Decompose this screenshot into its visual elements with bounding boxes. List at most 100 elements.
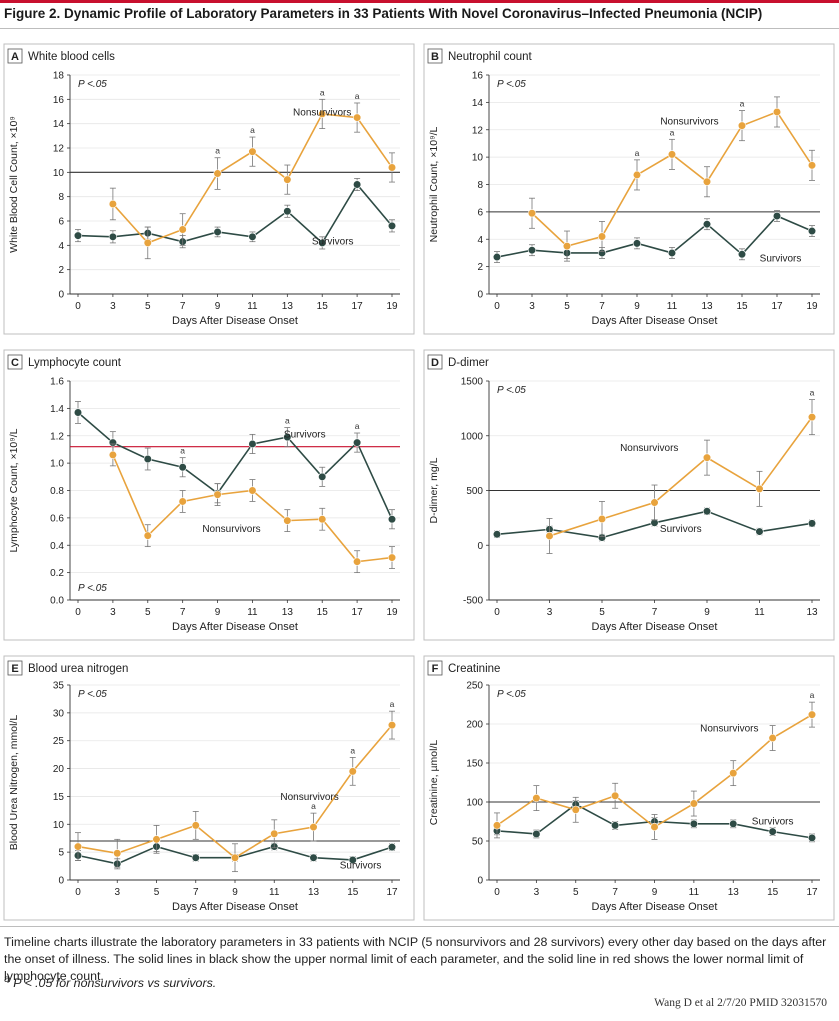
x-tick-label: 0 xyxy=(494,301,500,312)
data-point xyxy=(213,169,222,178)
y-tick-label: 10 xyxy=(472,153,484,164)
y-tick-label: 14 xyxy=(53,119,65,130)
data-point xyxy=(318,472,327,481)
panel-letter: C xyxy=(11,357,19,369)
y-tick-label: 150 xyxy=(466,759,483,770)
x-tick-label: 3 xyxy=(534,887,540,898)
panel-frame xyxy=(423,655,835,921)
figure-title: Figure 2. Dynamic Profile of Laboratory … xyxy=(4,6,763,21)
panel-letter: D xyxy=(431,357,439,369)
y-tick-label: 18 xyxy=(53,71,65,82)
x-tick-label: 5 xyxy=(573,887,579,898)
significance-marker: a xyxy=(740,99,745,109)
significance-marker: a xyxy=(390,699,395,709)
y-tick-label: 0.4 xyxy=(50,541,64,552)
footnote-marker: a xyxy=(4,974,10,985)
panel-frame xyxy=(3,655,415,921)
data-point xyxy=(108,199,117,209)
data-point xyxy=(178,463,187,472)
x-tick-label: 9 xyxy=(634,301,640,312)
x-tick-label: 5 xyxy=(599,607,605,618)
panel-letter: E xyxy=(11,663,18,675)
data-point xyxy=(772,211,782,221)
p-value-note: P <.05 xyxy=(78,689,107,700)
x-tick-label: 0 xyxy=(75,301,81,312)
significance-marker: a xyxy=(355,421,360,431)
y-axis-label: Blood Urea Nitrogen, mmol/L xyxy=(8,715,20,851)
y-tick-label: 1.4 xyxy=(50,404,64,415)
x-tick-label: 5 xyxy=(145,607,151,618)
data-point xyxy=(667,150,677,159)
series-label: Survivors xyxy=(284,429,326,440)
data-point xyxy=(611,791,620,800)
y-axis-label: Neutrophil Count, ×10⁹/L xyxy=(428,126,440,242)
p-value-note: P <.05 xyxy=(497,79,526,90)
data-point xyxy=(353,557,362,566)
series-label: Nonsurvivors xyxy=(700,724,758,735)
x-tick-label: 13 xyxy=(282,607,294,618)
top-accent-line xyxy=(0,0,839,3)
significance-marker: a xyxy=(180,446,185,456)
y-tick-label: 1000 xyxy=(461,431,484,442)
data-point xyxy=(191,821,200,830)
x-tick-label: 15 xyxy=(767,887,779,898)
data-point xyxy=(772,107,782,117)
y-tick-label: 16 xyxy=(53,95,65,106)
p-value-note: P <.05 xyxy=(78,79,107,90)
panel-letter: F xyxy=(432,663,439,675)
x-tick-label: 17 xyxy=(352,301,364,312)
data-point xyxy=(702,220,712,229)
data-point xyxy=(387,553,397,562)
panel-title: White blood cells xyxy=(28,51,115,63)
data-point xyxy=(353,113,362,122)
series-line xyxy=(496,713,813,828)
data-point xyxy=(807,519,817,528)
y-tick-label: 0 xyxy=(58,290,64,301)
y-tick-label: 0.8 xyxy=(50,486,64,497)
p-value-note: P <.05 xyxy=(497,385,526,396)
x-tick-label: 0 xyxy=(75,887,81,898)
data-point xyxy=(348,855,357,865)
data-point xyxy=(702,507,712,516)
series-nonsurvivors: Nonsurvivors xyxy=(108,443,397,574)
x-axis-label: Days After Disease Onset xyxy=(592,901,718,913)
caption-divider xyxy=(0,926,839,927)
data-point xyxy=(387,221,397,230)
x-axis-label: Days After Disease Onset xyxy=(172,901,298,913)
data-point xyxy=(702,453,712,462)
y-tick-label: 12 xyxy=(53,144,65,155)
x-tick-label: 7 xyxy=(612,887,618,898)
data-point xyxy=(632,170,642,180)
y-tick-label: 1.2 xyxy=(50,431,64,442)
series-label: Survivors xyxy=(312,237,354,248)
x-tick-label: 17 xyxy=(386,887,398,898)
data-point xyxy=(387,721,397,730)
y-axis-label: D-dimer, mg/L xyxy=(428,457,440,523)
data-point xyxy=(667,248,677,258)
y-tick-label: 0.0 xyxy=(50,596,64,607)
panel-frame xyxy=(3,43,415,335)
data-point xyxy=(73,408,83,417)
data-point xyxy=(532,793,541,803)
y-tick-label: 12 xyxy=(472,125,484,136)
panel-title: Neutrophil count xyxy=(448,51,533,63)
x-tick-label: 3 xyxy=(110,301,116,312)
data-point xyxy=(248,147,257,156)
y-tick-label: -500 xyxy=(463,596,483,607)
y-tick-label: 8 xyxy=(58,192,64,203)
y-tick-label: 1.0 xyxy=(50,459,64,470)
panel-letter-box xyxy=(7,354,23,370)
data-point xyxy=(283,175,292,184)
data-point xyxy=(230,853,240,862)
y-tick-label: 0 xyxy=(477,541,483,552)
y-tick-label: 20 xyxy=(53,764,65,775)
data-point xyxy=(532,829,541,839)
y-tick-label: 2 xyxy=(58,265,64,276)
data-point xyxy=(611,821,620,830)
series-nonsurvivors: a Nonsurvivors xyxy=(492,690,817,840)
data-point xyxy=(729,769,738,778)
y-tick-label: 4 xyxy=(58,241,64,252)
significance-marker: a xyxy=(810,690,815,700)
